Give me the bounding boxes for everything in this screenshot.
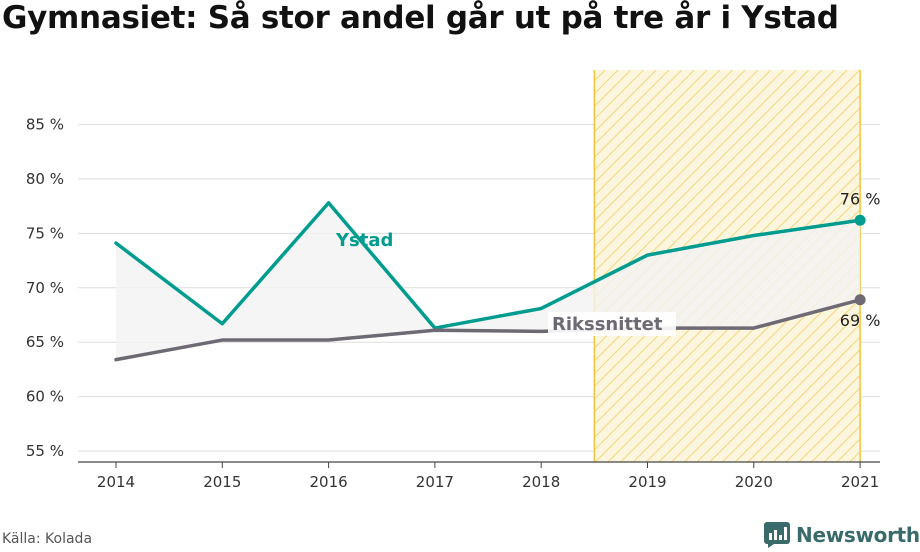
y-tick-label: 75 %	[26, 224, 64, 242]
x-tick-label: 2014	[97, 473, 135, 491]
series-line-ystad	[114, 201, 862, 330]
source-note: Källa: Kolada	[2, 531, 93, 547]
x-tick-label: 2016	[310, 473, 348, 491]
chart-title: Gymnasiet: Så stor andel går ut på tre å…	[2, 0, 839, 36]
x-tick-label: 2015	[203, 473, 241, 491]
series-label-rikssnittet: Rikssnittet	[552, 314, 663, 335]
newsworthy-logo[interactable]: Newsworthy	[764, 519, 920, 551]
y-tick-label: 70 %	[26, 279, 64, 297]
y-tick-label: 65 %	[26, 333, 64, 351]
end-point-ystad	[854, 214, 866, 226]
logo-text: Newsworthy	[796, 523, 920, 547]
end-point-rikssnittet	[854, 294, 866, 306]
end-label-ystad: 76 %	[840, 189, 881, 208]
x-tick-label: 2017	[416, 473, 454, 491]
y-tick-label: 55 %	[26, 442, 64, 460]
series-line-rikssnittet	[114, 298, 862, 362]
x-tick-label: 2019	[628, 473, 666, 491]
x-tick-label: 2020	[735, 473, 773, 491]
y-tick-label: 85 %	[26, 115, 64, 133]
y-tick-label: 60 %	[26, 388, 64, 406]
y-tick-label: 80 %	[26, 170, 64, 188]
x-tick-label: 2021	[841, 473, 879, 491]
newsworthy-chart-icon	[764, 522, 790, 548]
end-label-rikssnittet: 69 %	[840, 311, 881, 330]
series-label-ystad: Ystad	[335, 230, 393, 251]
x-tick-label: 2018	[522, 473, 560, 491]
series-label-bg	[548, 312, 676, 336]
